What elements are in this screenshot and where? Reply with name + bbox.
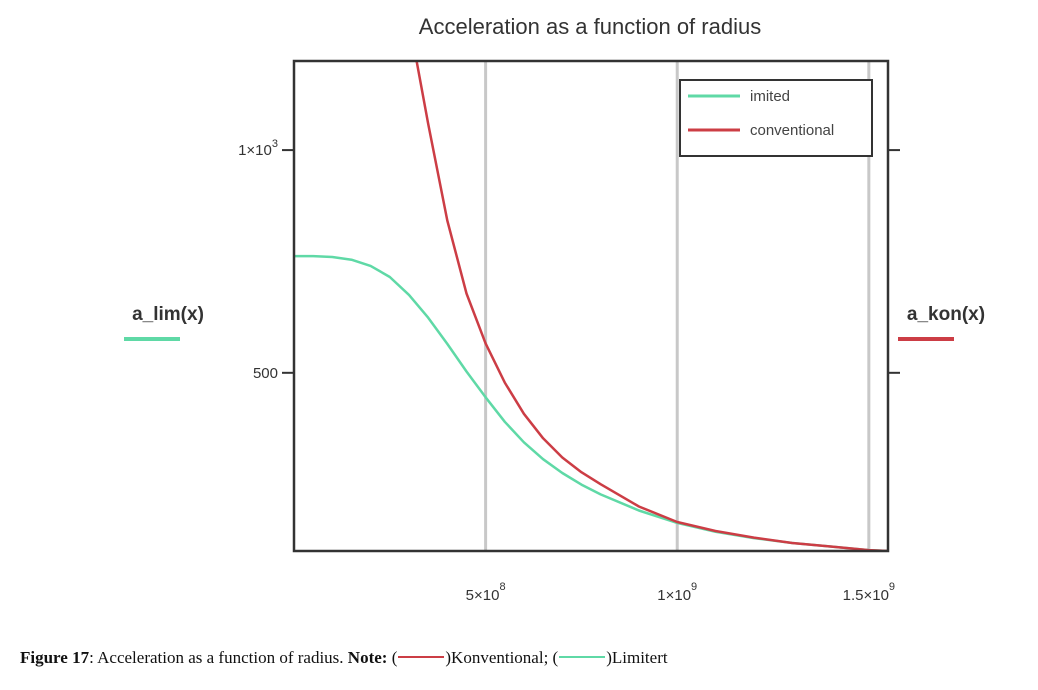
series-layer — [294, 61, 888, 551]
legend-label-limited: imited — [750, 88, 790, 105]
x-tick-label: 1.5×109 — [843, 581, 895, 604]
caption-conventional-swatch — [398, 656, 445, 659]
legend-box — [679, 79, 873, 157]
caption-limited-swatch — [559, 656, 606, 659]
x-tick-label: 1×109 — [657, 581, 697, 604]
plot-frame — [292, 59, 890, 553]
legend-label-conventional: conventional — [750, 122, 834, 139]
y-tick-label: 500 — [253, 365, 278, 382]
caption-text: : Acceleration as a function of radius. — [89, 648, 348, 667]
chart: 500 1×103 5×108 1×109 1.5×109 Acceleration a… — [124, 14, 985, 604]
figure-caption: Figure 17: Acceleration as a function of… — [20, 648, 1020, 668]
chart-title: Acceleration as a function of radius — [419, 14, 761, 39]
caption-limited-name: )Limitert — [606, 648, 668, 667]
y-tick-label: 1×103 — [238, 138, 278, 159]
caption-note-label: Note: — [347, 648, 388, 667]
caption-figure-label: Figure 17 — [20, 648, 90, 667]
series-line-conventional — [415, 61, 888, 551]
legend: imited conventional — [679, 79, 873, 157]
tick-layer: 500 1×103 5×108 1×109 1.5×109 — [238, 138, 900, 604]
caption-open-paren: ( — [387, 648, 398, 667]
caption-conventional-name: )Konventional; ( — [445, 648, 559, 667]
right-axis-label: a_kon(x) — [907, 304, 985, 325]
left-axis-label: a_lim(x) — [132, 304, 204, 325]
x-tick-label: 5×108 — [466, 581, 506, 604]
